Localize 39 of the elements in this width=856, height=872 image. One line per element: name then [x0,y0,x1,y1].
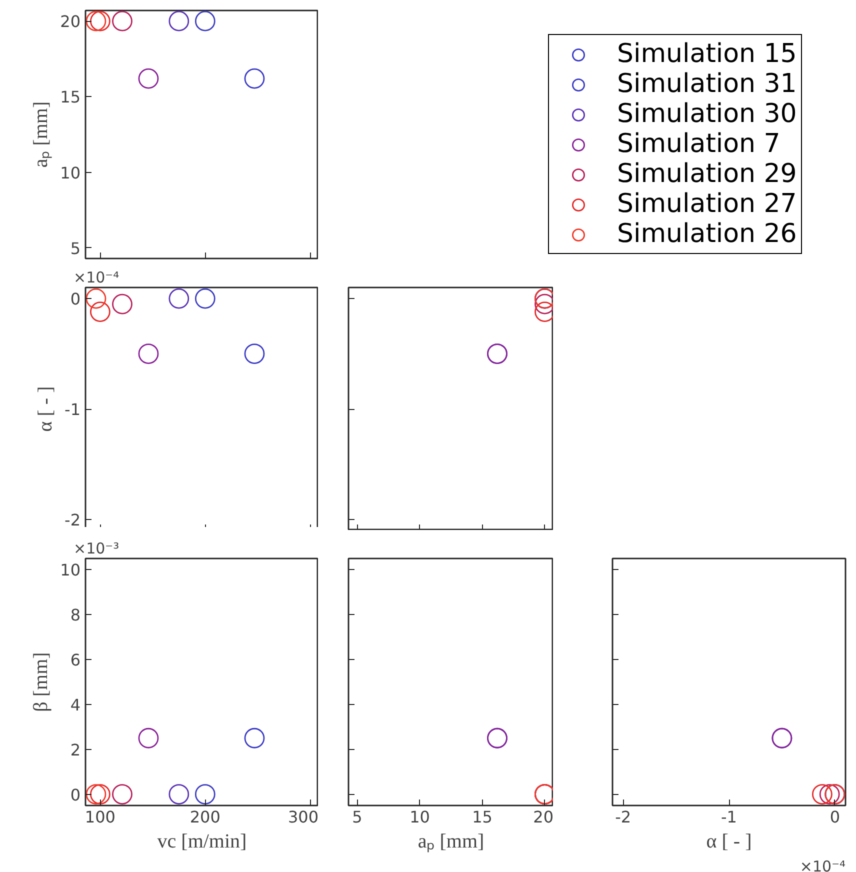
y-axis-title: α [ - ] [34,386,57,432]
x-tick-label: -1 [721,808,737,826]
y-tick-label: 15 [60,88,80,107]
y-tick-label: 8 [70,606,81,625]
text: ×10⁻³ [74,540,120,558]
legend-label: Simulation 29 [617,159,797,189]
x-tick-label: 10 [410,808,430,826]
x-tick-label: 15 [472,808,492,826]
x-axis-title: α [ - ] [706,830,752,852]
legend-label: Simulation 31 [617,69,797,99]
legend-label: Simulation 26 [617,219,797,249]
y-tick-label: 2 [70,740,81,760]
x-tick-label: 200 [190,808,220,826]
y-tick-label: 6 [70,650,81,670]
y-tick-label: 10 [60,560,80,580]
text: ×10⁻⁴ [74,268,120,286]
legend-label: Simulation 30 [617,99,797,129]
x-tick-label: -2 [615,808,632,826]
x-tick-label: 20 [533,808,554,826]
x-tick-label: 100 [84,808,116,826]
y-tick-label: 20 [60,12,80,32]
text: ×10⁻⁴ [800,858,846,872]
y-tick-label: 4 [70,695,81,714]
legend-label: Simulation 27 [617,189,797,219]
x-axis-title: vc [m/min] [157,830,247,852]
y-tick-label: 10 [60,163,80,182]
y-axis-title: aₚ [mm] [30,101,52,168]
y-tick-label: -2 [64,510,80,530]
y-axis-title: β [mm] [30,652,52,712]
x-tick-label: 300 [288,808,319,826]
y-tick-label: -1 [64,400,80,419]
legend-label: Simulation 7 [617,129,780,159]
legend-label: Simulation 15 [617,39,797,69]
x-tick-label: 0 [830,808,840,826]
y-tick-label: 0 [70,785,81,804]
x-axis-title: aₚ [mm] [418,830,484,852]
x-tick-label: 5 [352,808,362,826]
y-tick-label: 5 [70,238,81,258]
y-tick-label: 0 [70,290,81,309]
